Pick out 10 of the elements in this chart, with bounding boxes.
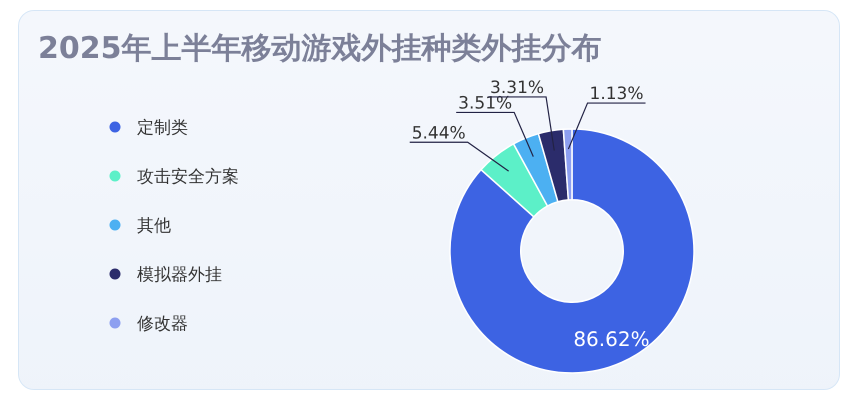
chart-title: 2025年上半年移动游戏外挂种类外挂分布 (38, 31, 602, 66)
legend-label: 修改器 (137, 314, 188, 334)
legend-label: 模拟器外挂 (137, 265, 222, 285)
data-label: 86.62% (573, 327, 650, 352)
data-label: 5.44% (412, 123, 466, 144)
data-label: 3.51% (458, 93, 512, 114)
legend-label: 其他 (137, 216, 171, 236)
data-label: 1.13% (590, 84, 644, 104)
legend-label: 定制类 (137, 118, 188, 138)
legend-label: 攻击安全方案 (137, 167, 239, 187)
